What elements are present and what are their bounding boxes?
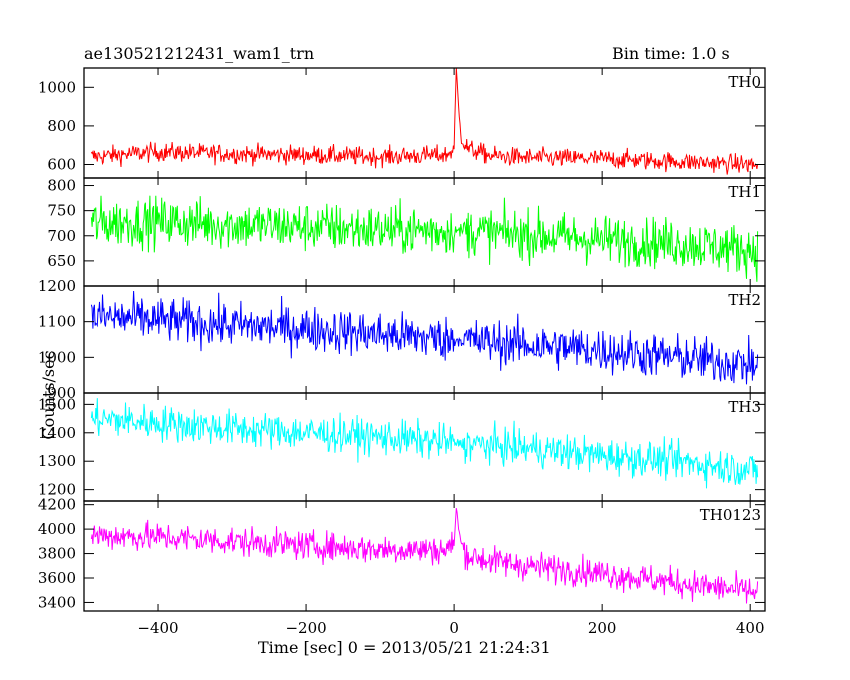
y-tick-label: 1300 <box>38 452 76 470</box>
panel-label-th3: TH3 <box>728 398 761 416</box>
y-tick-label: 3800 <box>38 545 76 563</box>
y-tick-label: 3600 <box>38 569 76 587</box>
y-tick-label: 1100 <box>38 313 76 331</box>
x-axis-label: Time [sec] 0 = 2013/05/21 21:24:31 <box>258 638 551 657</box>
x-tick-label: −400 <box>137 619 178 637</box>
y-tick-label: 1000 <box>38 348 76 366</box>
y-axis-label: Counts/sec <box>39 350 59 440</box>
chart-title: ae130521212431_wam1_trn <box>84 44 315 63</box>
panel-frame-th3 <box>83 392 766 502</box>
y-tick-label: 600 <box>47 155 76 173</box>
series-line-th1 <box>90 195 759 282</box>
y-tick-label: 4000 <box>38 520 76 538</box>
x-tick-label: −200 <box>285 619 326 637</box>
y-tick-label: 1200 <box>38 481 76 499</box>
series-line-th3 <box>90 398 759 489</box>
y-tick-label: 800 <box>47 177 76 195</box>
y-tick-label: 1500 <box>38 395 76 413</box>
y-tick-label: 650 <box>47 252 76 270</box>
panel-label-th1: TH1 <box>728 183 761 201</box>
x-tick-label: 400 <box>736 619 765 637</box>
panel-frame-th0123 <box>83 500 766 612</box>
bin-time-label: Bin time: 1.0 s <box>612 44 730 63</box>
panel-label-th2: TH2 <box>728 291 761 309</box>
y-tick-label: 1400 <box>38 424 76 442</box>
y-tick-label: 3400 <box>38 593 76 611</box>
series-line-th0123 <box>90 508 759 604</box>
series-line-th0 <box>90 68 759 175</box>
y-tick-label: 1200 <box>38 277 76 295</box>
y-tick-label: 900 <box>47 384 76 402</box>
y-tick-label: 750 <box>47 202 76 220</box>
y-tick-label: 800 <box>47 117 76 135</box>
panel-label-th0123: TH0123 <box>700 506 761 524</box>
y-tick-label: 1000 <box>38 78 76 96</box>
y-tick-label: 4200 <box>38 496 76 514</box>
x-tick-label: 200 <box>588 619 617 637</box>
y-tick-label: 700 <box>47 227 76 245</box>
series-line-th2 <box>90 290 759 385</box>
panel-label-th0: TH0 <box>728 73 761 91</box>
x-tick-label: 0 <box>449 619 459 637</box>
